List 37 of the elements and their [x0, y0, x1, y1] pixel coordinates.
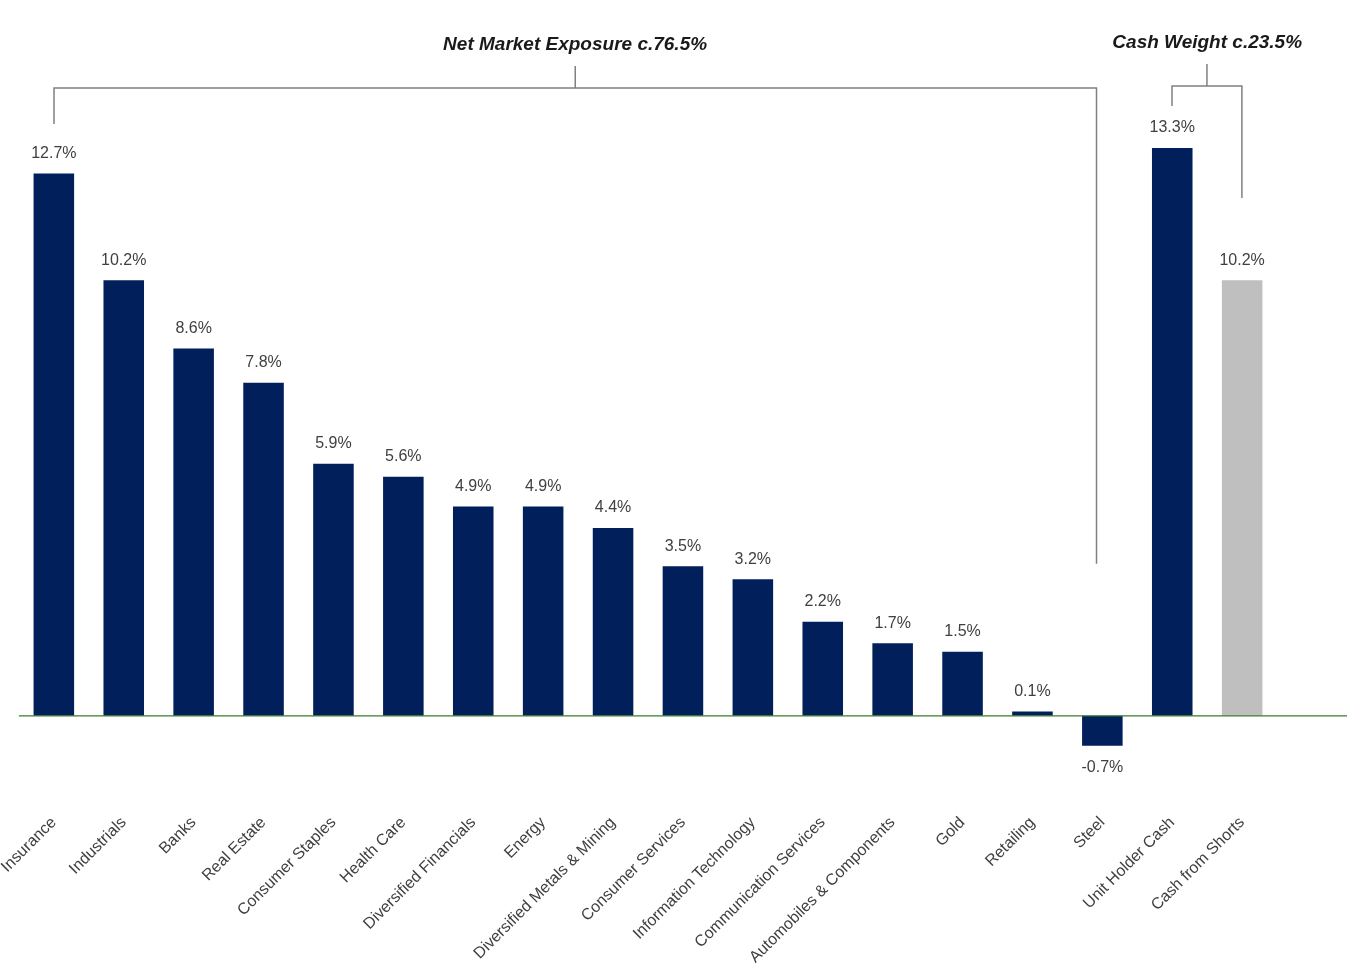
data-label: 0.1%	[1014, 681, 1051, 699]
data-label: 4.4%	[594, 498, 632, 516]
bar	[103, 280, 145, 716]
bar	[732, 579, 774, 716]
bar	[802, 621, 844, 716]
bar	[383, 476, 424, 716]
data-label: 5.9%	[315, 434, 352, 452]
data-label: 10.2%	[1219, 250, 1265, 268]
data-label: 1.7%	[874, 613, 911, 631]
bar	[173, 348, 214, 716]
data-label: 13.3%	[1149, 118, 1195, 136]
bar	[1221, 280, 1263, 716]
bar	[1151, 147, 1193, 716]
text: Cash Weight c.23.5%	[1112, 30, 1303, 52]
data-label: 7.8%	[245, 353, 282, 371]
data-label: -0.7%	[1081, 758, 1124, 776]
text: Net Market Exposure c.76.5%	[443, 32, 708, 54]
bar	[522, 506, 564, 716]
bar	[313, 463, 354, 716]
data-label: 3.2%	[734, 549, 772, 567]
bar	[872, 643, 913, 716]
data-label: 4.9%	[524, 476, 562, 494]
bar	[592, 527, 634, 716]
bar	[1082, 715, 1123, 746]
data-label: 12.7%	[31, 143, 77, 161]
bar	[243, 382, 284, 716]
data-label: 3.5%	[664, 536, 702, 554]
bar	[452, 506, 494, 716]
data-label: 1.5%	[944, 622, 981, 640]
data-label: 4.9%	[455, 476, 492, 494]
data-label: 2.2%	[804, 592, 841, 610]
data-label: 5.6%	[385, 447, 422, 465]
data-label: 8.6%	[175, 318, 212, 336]
bar	[33, 173, 75, 716]
bar	[662, 566, 704, 716]
data-label: 10.2%	[101, 250, 147, 268]
bar	[942, 651, 983, 716]
